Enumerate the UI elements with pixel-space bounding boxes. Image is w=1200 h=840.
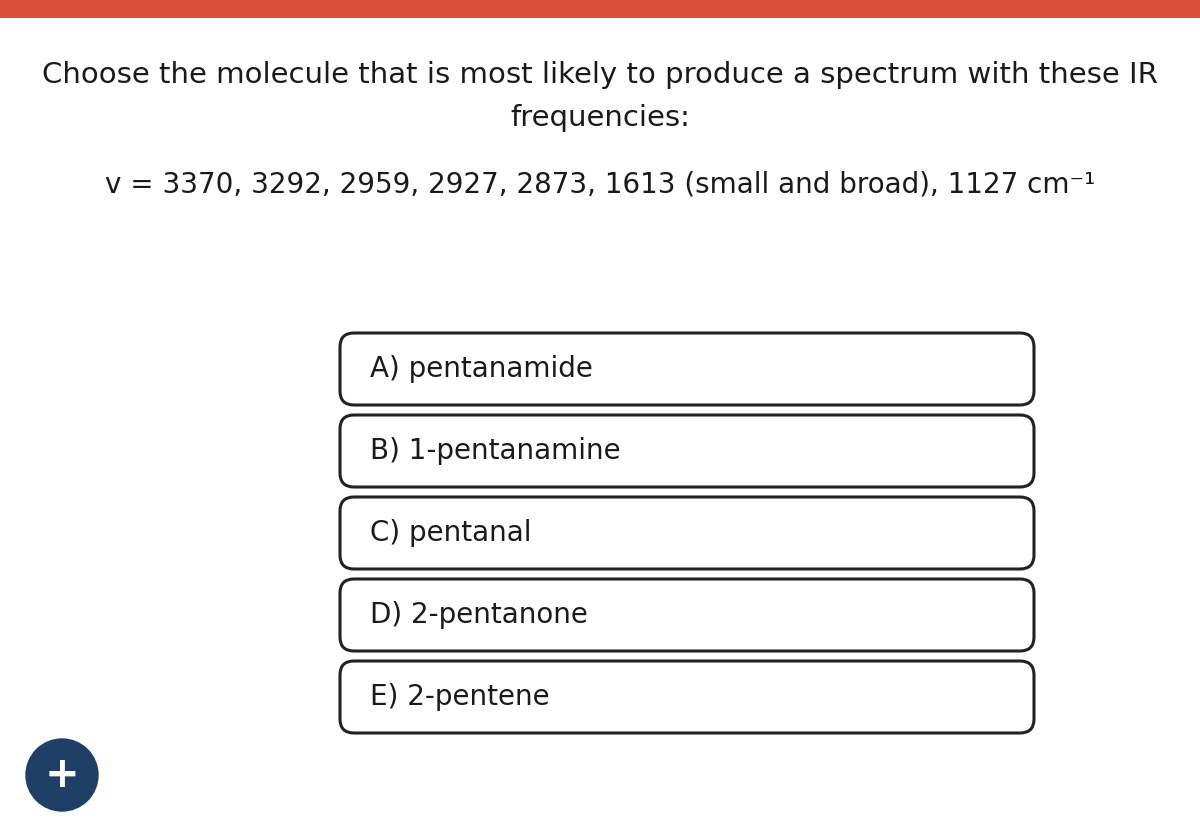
- Bar: [0, 0, 1200, 18]
- Text: v = 3370, 3292, 2959, 2927, 2873, 1613 (small and broad), 1127 cm⁻¹: v = 3370, 3292, 2959, 2927, 2873, 1613 (…: [104, 171, 1096, 199]
- FancyBboxPatch shape: [340, 579, 1034, 651]
- Text: B) 1-pentanamine: B) 1-pentanamine: [370, 437, 620, 465]
- Text: C) pentanal: C) pentanal: [370, 519, 532, 547]
- Text: E) 2-pentene: E) 2-pentene: [370, 683, 550, 711]
- FancyBboxPatch shape: [340, 497, 1034, 569]
- Text: +: +: [44, 754, 79, 796]
- Text: frequencies:: frequencies:: [510, 104, 690, 132]
- FancyBboxPatch shape: [340, 661, 1034, 733]
- Text: D) 2-pentanone: D) 2-pentanone: [370, 601, 588, 629]
- FancyBboxPatch shape: [340, 333, 1034, 405]
- Circle shape: [26, 739, 98, 811]
- FancyBboxPatch shape: [340, 415, 1034, 487]
- Text: Choose the molecule that is most likely to produce a spectrum with these IR: Choose the molecule that is most likely …: [42, 61, 1158, 89]
- Text: A) pentanamide: A) pentanamide: [370, 355, 593, 383]
